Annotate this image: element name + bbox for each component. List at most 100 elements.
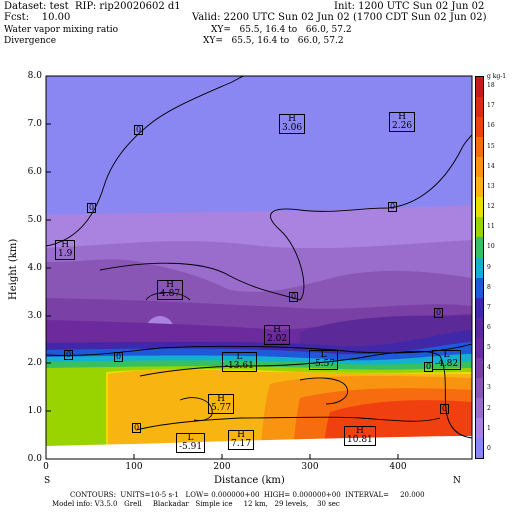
- colorbar-swatch: [476, 217, 483, 238]
- extremum-value: 10.81: [347, 435, 373, 445]
- north-end-label: N: [453, 476, 461, 486]
- extremum-letter: L: [443, 350, 450, 360]
- extremum-value: -13.61: [225, 361, 254, 371]
- extremum-letter: H: [166, 280, 174, 290]
- colorbar-swatch: [476, 377, 483, 398]
- high-label: H 10.81: [344, 426, 376, 446]
- low-label: L -5.57: [309, 350, 339, 370]
- extremum-letter: H: [355, 426, 364, 436]
- high-label: H 3.06: [279, 114, 306, 134]
- colorbar-label: 18: [487, 82, 495, 90]
- extremum-letter: L: [187, 433, 194, 443]
- colorbar-label: 7: [487, 303, 491, 311]
- field2-xy: XY= 65.5, 16.4 to 66.0, 57.2: [203, 36, 344, 46]
- x-tick-100: 100: [125, 462, 143, 472]
- zero-contour-label: 0: [114, 352, 124, 362]
- colorbar-swatch: [476, 197, 483, 218]
- colorbar-swatch: [476, 397, 483, 418]
- colorbar-label: 6: [487, 323, 491, 331]
- extremum-letter: L: [236, 352, 243, 362]
- colorbar-swatch: [476, 77, 483, 98]
- extremum-value: 4.87: [160, 289, 181, 299]
- extremum-value: -5.57: [312, 359, 336, 369]
- zero-contour-label: 0: [289, 292, 299, 302]
- colorbar-swatch: [476, 177, 483, 198]
- high-label: H 1.9: [55, 240, 76, 260]
- extremum-value: -4.82: [435, 359, 459, 369]
- dataset-line: Dataset: test RIP: rip20020602 d1: [4, 1, 181, 12]
- x-axis-label: Distance (km): [214, 475, 285, 486]
- colorbar-swatch: [476, 97, 483, 118]
- colorbar-swatch: [476, 417, 483, 438]
- extremum-letter: H: [273, 325, 281, 335]
- colorbar-swatch: [476, 237, 483, 258]
- colorbar-swatch: [476, 317, 483, 338]
- zero-contour-label: 0: [434, 308, 444, 318]
- colorbar-label: 2: [487, 404, 491, 412]
- colorbar-swatch: [476, 337, 483, 358]
- terrain: [46, 436, 472, 459]
- y-tick-0: 0.0: [27, 454, 42, 464]
- contour-line: [139, 350, 472, 439]
- low-label: L -13.61: [222, 352, 257, 372]
- colorbar-label: 9: [487, 263, 491, 271]
- colorbar: [475, 76, 484, 459]
- y-tick-2: 2.0: [27, 358, 42, 368]
- colorbar-label: 4: [487, 364, 491, 372]
- y-tick-5: 5.0: [27, 215, 42, 225]
- contour-line: [179, 397, 213, 421]
- colorbar-label: 0: [487, 444, 491, 452]
- y-tick-4: 4.0: [27, 263, 42, 273]
- y-axis-label: Height (km): [8, 239, 19, 300]
- colorbar-label: 13: [487, 182, 495, 190]
- y-tick-7: 7.0: [27, 119, 42, 129]
- extremum-value: 7.17: [231, 439, 252, 449]
- model-info: Model info: V3.5.0 Grell Blackadar Simpl…: [52, 500, 340, 508]
- contour-line: [46, 343, 472, 356]
- field1-name: Water vapor mixing ratio: [4, 25, 119, 35]
- colorbar-label: 14: [487, 162, 495, 170]
- low-label: L -4.82: [432, 350, 462, 370]
- colorbar-label: 5: [487, 344, 491, 352]
- fcst-line: Fcst: 10.00: [4, 12, 71, 23]
- colorbar-label: 10: [487, 243, 495, 251]
- moisture-field: [46, 76, 472, 459]
- colorbar-label: 8: [487, 283, 491, 291]
- high-label: H 7.17: [228, 430, 255, 450]
- extremum-value: 2.26: [392, 121, 413, 131]
- colorbar-swatch: [476, 257, 483, 278]
- extremum-value: 2.02: [267, 334, 288, 344]
- extremum-letter: H: [237, 430, 245, 440]
- x-tick-400: 400: [389, 462, 407, 472]
- colorbar-swatch: [476, 117, 483, 138]
- colorbar-label: 1: [487, 424, 491, 432]
- south-end-label: S: [44, 476, 51, 486]
- extremum-value: 1.9: [58, 249, 73, 259]
- colorbar-swatch: [476, 137, 483, 158]
- high-label: H 2.26: [389, 112, 416, 132]
- extremum-letter: H: [217, 394, 225, 404]
- extremum-letter: H: [61, 240, 70, 250]
- zero-contour-label: 0: [134, 125, 144, 135]
- colorbar-label: 15: [487, 142, 495, 150]
- colorbar-swatch: [476, 297, 483, 318]
- y-tick-3: 3.0: [27, 311, 42, 321]
- low-label: L -5.91: [176, 433, 206, 453]
- extremum-letter: L: [320, 350, 327, 360]
- field2-name: Divergence: [4, 36, 57, 46]
- extremum-value: 5.77: [211, 403, 232, 413]
- valid-line: Valid: 2200 UTC Sun 02 Jun 02 (1700 CDT …: [192, 12, 487, 23]
- contour-line: [135, 416, 441, 431]
- zero-contour-label: 0: [87, 203, 97, 213]
- colorbar-swatch: [476, 157, 483, 178]
- axis-ticks: [45, 75, 399, 460]
- zero-contour-label: 0: [440, 404, 450, 414]
- colorbar-label: 16: [487, 122, 495, 130]
- x-tick-300: 300: [301, 462, 319, 472]
- y-tick-6: 6.0: [27, 167, 42, 177]
- extremum-letter: H: [398, 112, 406, 122]
- colorbar-swatch: [476, 277, 483, 298]
- high-label: H 5.77: [208, 394, 235, 414]
- colorbar-swatch: [476, 357, 483, 378]
